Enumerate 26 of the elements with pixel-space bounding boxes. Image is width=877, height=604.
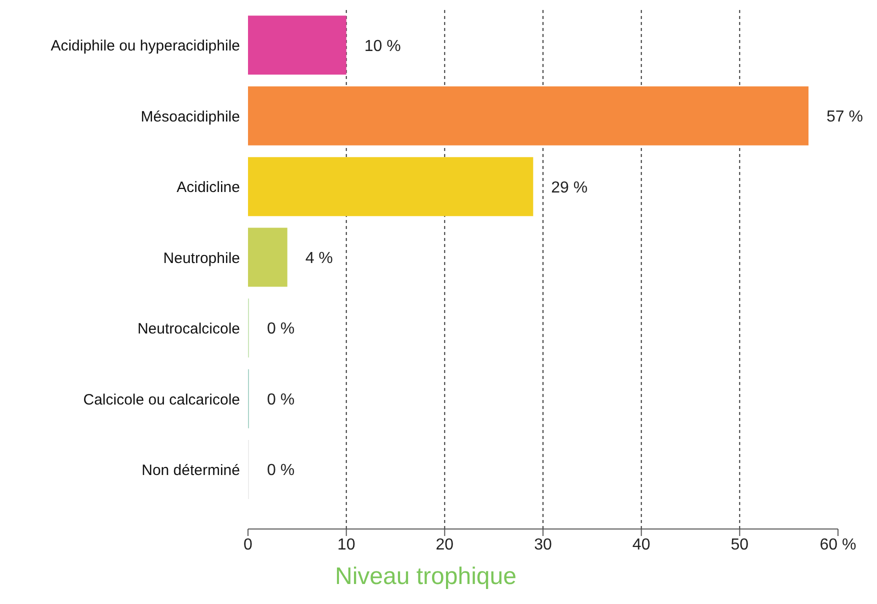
- x-tick-label: 60 %: [820, 536, 856, 554]
- bar: [248, 157, 534, 216]
- y-tick-label: Neutrophile: [163, 250, 240, 267]
- y-tick-label: Mésoacidiphile: [140, 108, 240, 126]
- bar: [248, 228, 288, 287]
- x-tick-label: 0: [244, 536, 253, 554]
- data-label: 0 %: [267, 320, 295, 338]
- y-tick-label: Acidicline: [176, 179, 240, 196]
- data-label: 0 %: [267, 462, 295, 480]
- data-label: 4 %: [305, 250, 333, 267]
- text: Niveau trophique: [335, 563, 518, 591]
- data-label: 57 %: [826, 108, 863, 126]
- x-tick-label: 20: [436, 536, 454, 554]
- x-tick-label: 10: [337, 536, 356, 554]
- y-tick-label: Calcicole ou calcaricole: [83, 391, 240, 408]
- y-tick-label: Neutrocalcicole: [137, 320, 240, 338]
- x-tick-label: 30: [534, 536, 552, 554]
- x-tick-label: 40: [632, 536, 650, 554]
- y-tick-label: Non déterminé: [142, 462, 240, 479]
- data-label: 29 %: [551, 179, 588, 196]
- bar: [248, 86, 808, 146]
- data-label: 0 %: [267, 391, 295, 408]
- data-label: 10 %: [364, 38, 401, 55]
- bar: [248, 16, 346, 75]
- y-tick-label: Acidiphile ou hyperacidiphile: [50, 38, 240, 55]
- x-tick-label: 50: [730, 536, 749, 554]
